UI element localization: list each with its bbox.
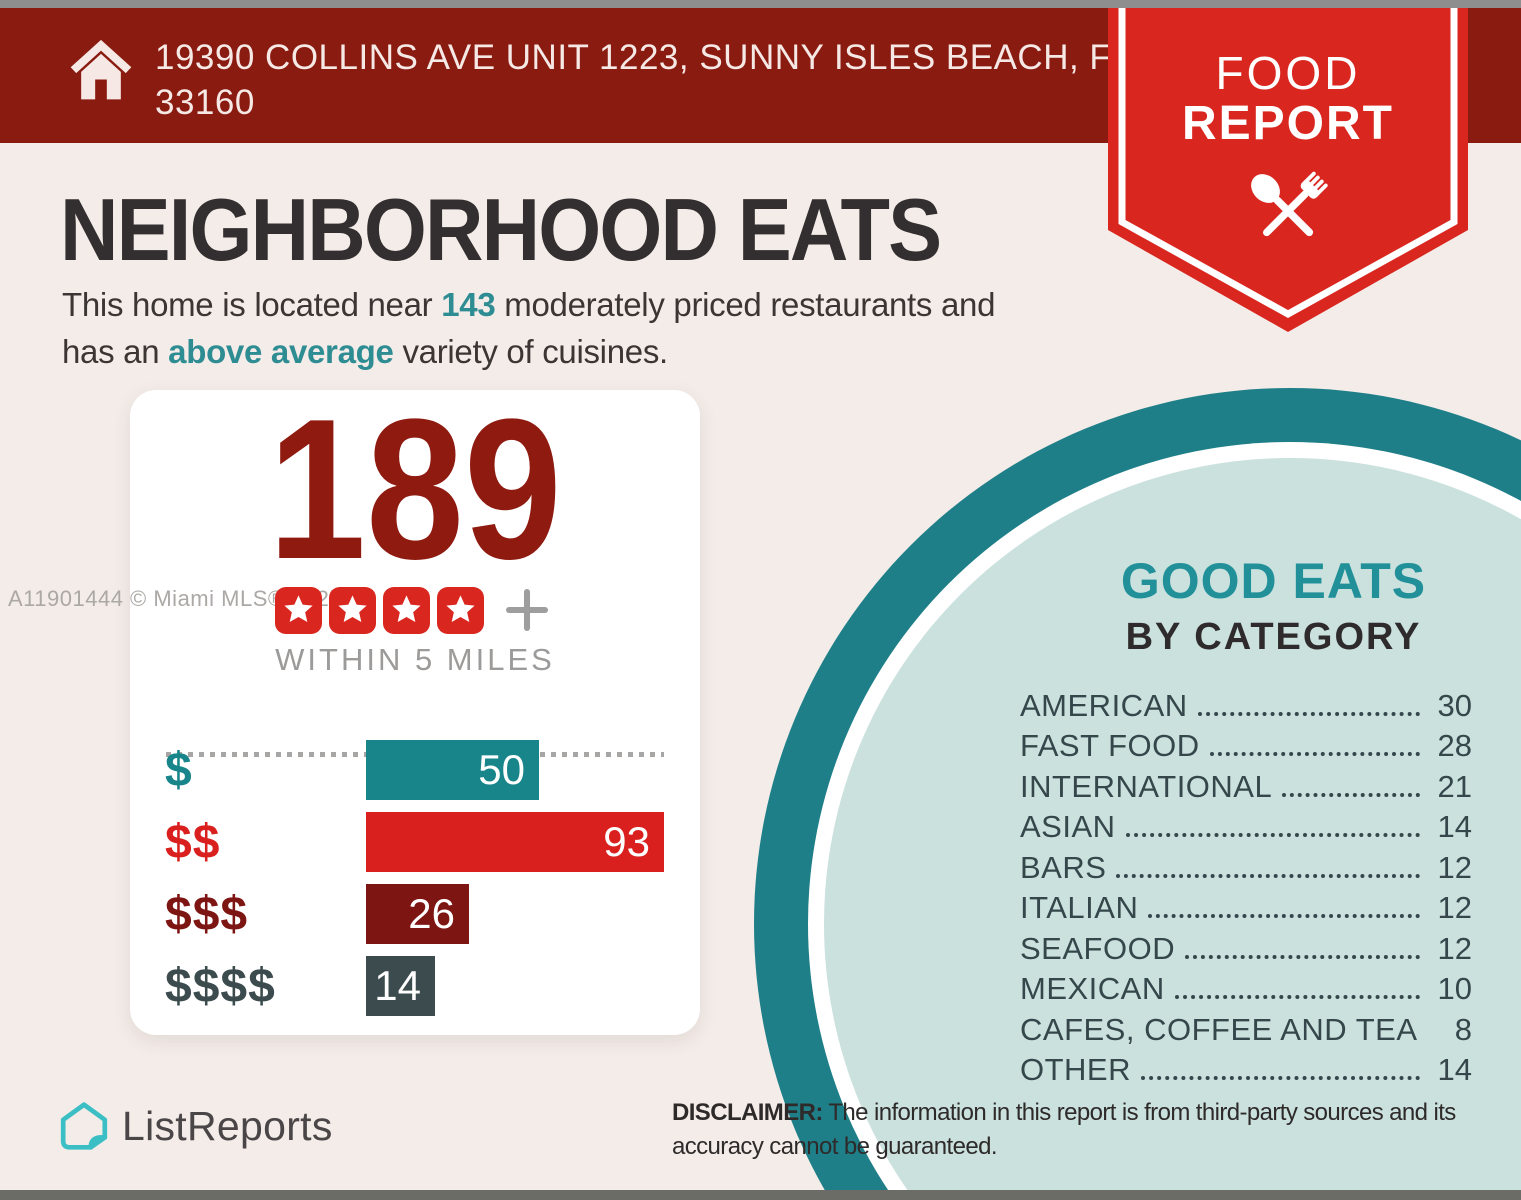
- good-eats-title: GOOD EATS: [1120, 553, 1427, 609]
- category-value: 12: [1437, 930, 1472, 966]
- category-row: ASIAN 14: [1020, 805, 1472, 846]
- category-label: ITALIAN: [1020, 890, 1139, 925]
- category-label: MEXICAN: [1020, 971, 1165, 1006]
- category-row: BARS 12: [1020, 845, 1472, 886]
- intro-mid: moderately priced restaurants and: [495, 286, 996, 323]
- listreports-logo: ListReports: [58, 1100, 333, 1152]
- good-eats-panel: GOOD EATS BY CATEGORY AMERICAN 30 FAST FOO…: [1020, 556, 1472, 1088]
- disclaimer-label: DISCLAIMER:: [672, 1099, 823, 1126]
- price-bar-row: $$ 93: [130, 812, 700, 872]
- disclaimer-text: DISCLAIMER: The information in this repo…: [672, 1096, 1517, 1164]
- category-value: 12: [1437, 849, 1472, 885]
- category-row: INTERNATIONAL 21: [1020, 764, 1472, 805]
- category-label: FAST FOOD: [1020, 728, 1200, 763]
- dotted-leader: [1282, 792, 1420, 797]
- price-bar-track: 26: [366, 884, 664, 944]
- star-icon: [329, 586, 376, 634]
- category-row: OTHER 14: [1020, 1048, 1472, 1089]
- category-value: 14: [1437, 809, 1472, 844]
- dotted-leader: [1141, 1076, 1420, 1080]
- category-row: FAST FOOD 28: [1020, 724, 1472, 765]
- price-bar-row: $50: [130, 740, 700, 800]
- badge-line2: REPORT: [1181, 97, 1394, 150]
- home-icon: [70, 39, 132, 100]
- price-bar: 14: [366, 956, 435, 1016]
- price-bar-track: 50: [366, 740, 664, 800]
- disclaimer-line1: The information in this report is from t…: [822, 1099, 1456, 1126]
- radius-caption: WITHIN 5 MILES: [275, 642, 555, 677]
- dotted-leader: [1197, 711, 1420, 716]
- category-row: MEXICAN 10: [1020, 967, 1472, 1008]
- disclaimer-line2: accuracy cannot be guaranteed.: [672, 1133, 998, 1160]
- price-tier-label: $$: [165, 815, 221, 869]
- top-border-strip: [0, 0, 1521, 8]
- category-value: 21: [1437, 768, 1472, 804]
- category-value: 10: [1437, 971, 1472, 1006]
- bottom-border-strip: [0, 1190, 1521, 1200]
- spoon-fork-icon: [1251, 171, 1328, 237]
- price-tier-label: $$$: [165, 887, 249, 941]
- dotted-leader: [1185, 954, 1420, 959]
- price-bar: 26: [366, 884, 469, 944]
- price-bar-track: 14: [366, 956, 664, 1016]
- dotted-leader: [1174, 995, 1420, 999]
- intro-pre: This home is located near: [62, 286, 442, 323]
- dotted-leader: [1116, 873, 1420, 878]
- category-row: ITALIAN 12: [1020, 886, 1472, 927]
- good-eats-subtitle: BY CATEGORY: [1125, 616, 1422, 658]
- dotted-leader: [1148, 914, 1420, 918]
- stats-card: 189 WITHIN 5 MILES $50 $$ 93 $$$ 26 $$$$ 14: [130, 390, 700, 1035]
- category-value: 14: [1437, 1052, 1472, 1087]
- intro-post: variety of cuisines.: [393, 333, 668, 370]
- category-label: ASIAN: [1020, 809, 1116, 844]
- star-icon: [383, 586, 430, 634]
- category-label: BARS: [1020, 849, 1107, 885]
- price-tier-label: $: [165, 743, 193, 797]
- property-address: 19390 COLLINS AVE UNIT 1223, SUNNY ISLES…: [155, 38, 1130, 122]
- star-icon: [275, 586, 322, 634]
- category-label: CAFES, COFFEE AND TEA: [1020, 1011, 1418, 1047]
- price-bar: 50: [366, 740, 539, 800]
- price-bar-value: 14: [374, 962, 421, 1009]
- intro-line2-pre: has an: [62, 333, 169, 370]
- variety-highlight: above average: [168, 333, 394, 370]
- price-bar-row: $$$$ 14: [130, 956, 700, 1016]
- brand-name: ListReports: [122, 1102, 333, 1149]
- category-label: OTHER: [1020, 1052, 1131, 1087]
- listreports-icon: [60, 1102, 108, 1150]
- dotted-leader: [1209, 752, 1420, 756]
- category-value: 12: [1437, 890, 1472, 925]
- price-bar-value: 26: [408, 890, 455, 937]
- price-bar-value: 93: [603, 818, 650, 865]
- total-restaurants-count: 189: [268, 378, 562, 601]
- food-report-badge: FOOD REPORT: [1108, 0, 1468, 345]
- price-bar-track: 93: [366, 812, 664, 872]
- price-tier-label: $$$$: [165, 959, 276, 1013]
- category-row: CAFES, COFFEE AND TEA 8: [1020, 1007, 1472, 1048]
- page-title: NEIGHBORHOOD EATS: [60, 180, 942, 279]
- price-tier-bar-chart: $50 $$ 93 $$$ 26 $$$$ 14: [130, 740, 700, 1028]
- badge-line1: FOOD: [1215, 47, 1361, 99]
- price-bar-row: $$$ 26: [130, 884, 700, 944]
- plus-icon: [506, 589, 548, 631]
- category-label: INTERNATIONAL: [1020, 768, 1273, 804]
- category-value: 28: [1437, 728, 1472, 763]
- category-row: SEAFOOD 12: [1020, 926, 1472, 967]
- category-list: AMERICAN 30 FAST FOOD 28 INTERNATIONAL 21 ASIA…: [1020, 683, 1472, 1088]
- price-bar: 93: [366, 812, 664, 872]
- category-label: SEAFOOD: [1020, 930, 1176, 966]
- star-rating: [130, 582, 700, 638]
- category-row: AMERICAN 30: [1020, 683, 1472, 724]
- star-icon: [437, 586, 484, 634]
- dotted-leader: [1125, 833, 1420, 837]
- category-value: 8: [1454, 1011, 1472, 1047]
- intro-text: This home is located near 143 moderately…: [62, 281, 1142, 375]
- category-value: 30: [1437, 687, 1472, 723]
- category-label: AMERICAN: [1020, 687, 1188, 723]
- price-bar-value: 50: [478, 746, 525, 793]
- ribbon-shape: [1108, 0, 1468, 332]
- restaurant-count: 143: [441, 286, 496, 323]
